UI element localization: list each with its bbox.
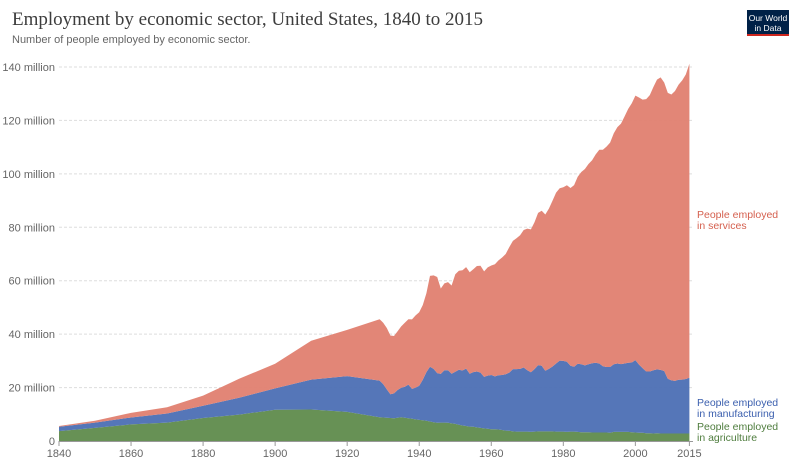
x-tick-label: 1880	[191, 448, 215, 460]
x-tick-label: 1840	[47, 448, 71, 460]
y-tick-label: 60 million	[9, 276, 55, 288]
x-tick-label: 2015	[677, 448, 701, 460]
y-axis: 0 20 million 40 million 60 million 80 millio…	[2, 62, 55, 448]
logo-line-2: in Data	[754, 23, 782, 33]
logo-line-1: Our World	[748, 13, 788, 23]
y-tick-label: 120 million	[2, 115, 55, 127]
y-tick-label: 140 million	[2, 62, 55, 74]
owid-logo[interactable]: Our World in Data	[747, 10, 789, 36]
series-label-line2: in manufacturing	[697, 408, 775, 420]
y-tick-label: 0	[49, 436, 55, 448]
chart-title: Employment by economic sector, United St…	[12, 9, 483, 30]
series-label-line2: in agriculture	[697, 432, 757, 444]
x-tick-label: 1920	[335, 448, 359, 460]
series-label-line1: People employed	[697, 397, 778, 409]
x-tick-label: 1980	[551, 448, 575, 460]
y-tick-label: 80 million	[9, 222, 55, 234]
x-axis: 1840 1860 1880 1900 1920 1940 1960 1980 2000 2015	[47, 441, 702, 460]
x-tick-label: 1940	[407, 448, 431, 460]
series-label-line1: People employed	[697, 209, 778, 221]
y-tick-label: 20 million	[9, 383, 55, 395]
area-series-2[interactable]	[59, 360, 690, 434]
stacked-areas	[59, 63, 690, 442]
x-tick-label: 2000	[623, 448, 647, 460]
series-label-line2: in services	[697, 220, 747, 232]
x-tick-label: 1960	[479, 448, 503, 460]
x-tick-label: 1900	[263, 448, 287, 460]
y-tick-label: 100 million	[2, 169, 55, 181]
chart-subtitle: Number of people employed by economic se…	[12, 34, 251, 46]
area-series-3[interactable]	[59, 63, 690, 427]
x-tick-label: 1860	[119, 448, 143, 460]
y-tick-label: 40 million	[9, 329, 55, 341]
series-label-line1: People employed	[697, 421, 778, 433]
area-series-1[interactable]	[59, 409, 690, 442]
